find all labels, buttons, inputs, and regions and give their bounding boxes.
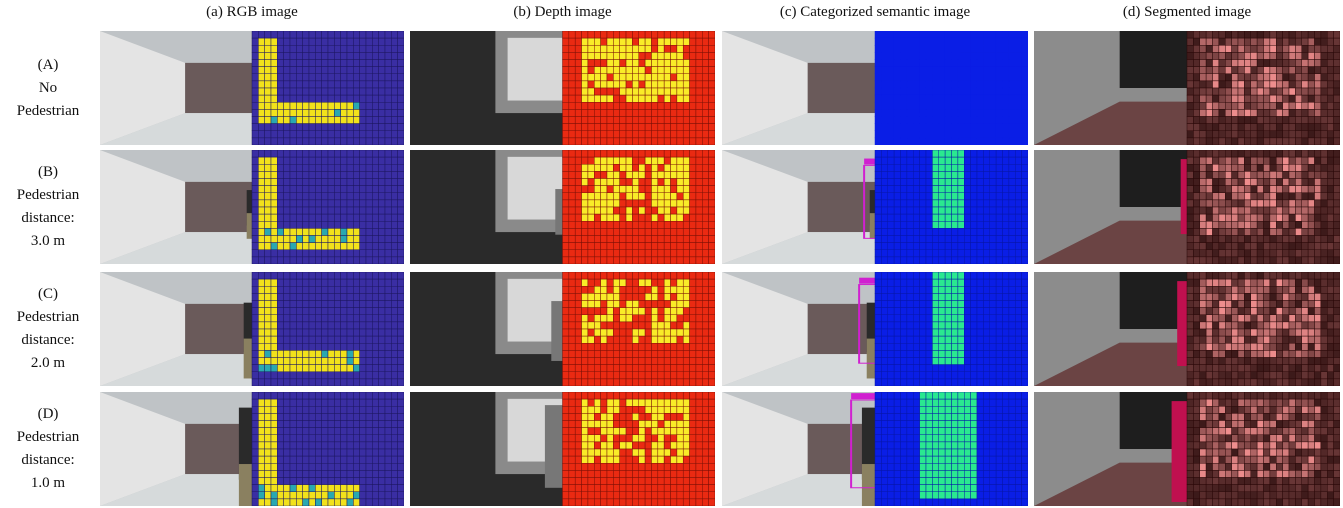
row-label-line: Pedestrian: [16, 309, 80, 325]
column-title-depth: (b) Depth image: [513, 4, 612, 20]
rgb-image: [100, 150, 404, 264]
column-title-rgb: (a) RGB image: [206, 4, 298, 20]
row-label: (B) Pedestrian distance: 3.0 m: [0, 161, 96, 253]
semantic-image: [722, 272, 1028, 386]
semantic-image: [722, 31, 1028, 145]
depth-panel: [410, 272, 715, 386]
rgb-image: [100, 392, 404, 506]
rgb-image: [100, 272, 404, 386]
depth-panel: [410, 31, 715, 145]
segmented-panel: [1034, 31, 1340, 145]
row-label-line: No: [38, 79, 58, 96]
segmented-panel: [1034, 272, 1340, 386]
depth-image: [410, 150, 715, 264]
depth-panel: [410, 150, 715, 264]
segmented-image: [1034, 392, 1340, 506]
semantic-image: [722, 150, 1028, 264]
semantic-panel: [722, 150, 1028, 264]
column-title-segmented: (d) Segmented image: [1122, 4, 1252, 20]
row-label-line: (A): [37, 56, 59, 73]
row-label: (A) No Pedestrian: [0, 54, 96, 123]
depth-image: [410, 31, 715, 145]
semantic-image: [722, 392, 1028, 506]
row-label-line: Pedestrian: [16, 429, 80, 445]
row-label-line: distance:: [21, 332, 75, 348]
depth-image: [410, 392, 715, 506]
column-title-semantic: (c) Categorized semantic image: [779, 4, 971, 20]
depth-image: [410, 272, 715, 386]
segmented-image: [1034, 272, 1340, 386]
rgb-panel: [100, 150, 404, 264]
row-label-line: (C): [38, 286, 58, 302]
segmented-panel: [1034, 392, 1340, 506]
row-label-line: 1.0 m: [30, 475, 66, 491]
row-label-line: Pedestrian: [16, 102, 80, 119]
rgb-panel: [100, 392, 404, 506]
rgb-image: [100, 31, 404, 145]
row-label-line: (B): [38, 164, 58, 180]
row-label-line: (D): [37, 406, 59, 422]
semantic-panel: [722, 31, 1028, 145]
row-label: (D) Pedestrian distance: 1.0 m: [0, 403, 96, 495]
rgb-panel: [100, 272, 404, 386]
rgb-panel: [100, 31, 404, 145]
row-label-line: Pedestrian: [16, 187, 80, 203]
row-label-line: 3.0 m: [30, 233, 66, 249]
row-label-line: 2.0 m: [30, 355, 66, 371]
segmented-panel: [1034, 150, 1340, 264]
semantic-panel: [722, 392, 1028, 506]
segmented-image: [1034, 31, 1340, 145]
semantic-panel: [722, 272, 1028, 386]
row-label-line: distance:: [21, 452, 75, 468]
depth-panel: [410, 392, 715, 506]
row-label: (C) Pedestrian distance: 2.0 m: [0, 283, 96, 375]
segmented-image: [1034, 150, 1340, 264]
row-label-line: distance:: [21, 210, 75, 226]
